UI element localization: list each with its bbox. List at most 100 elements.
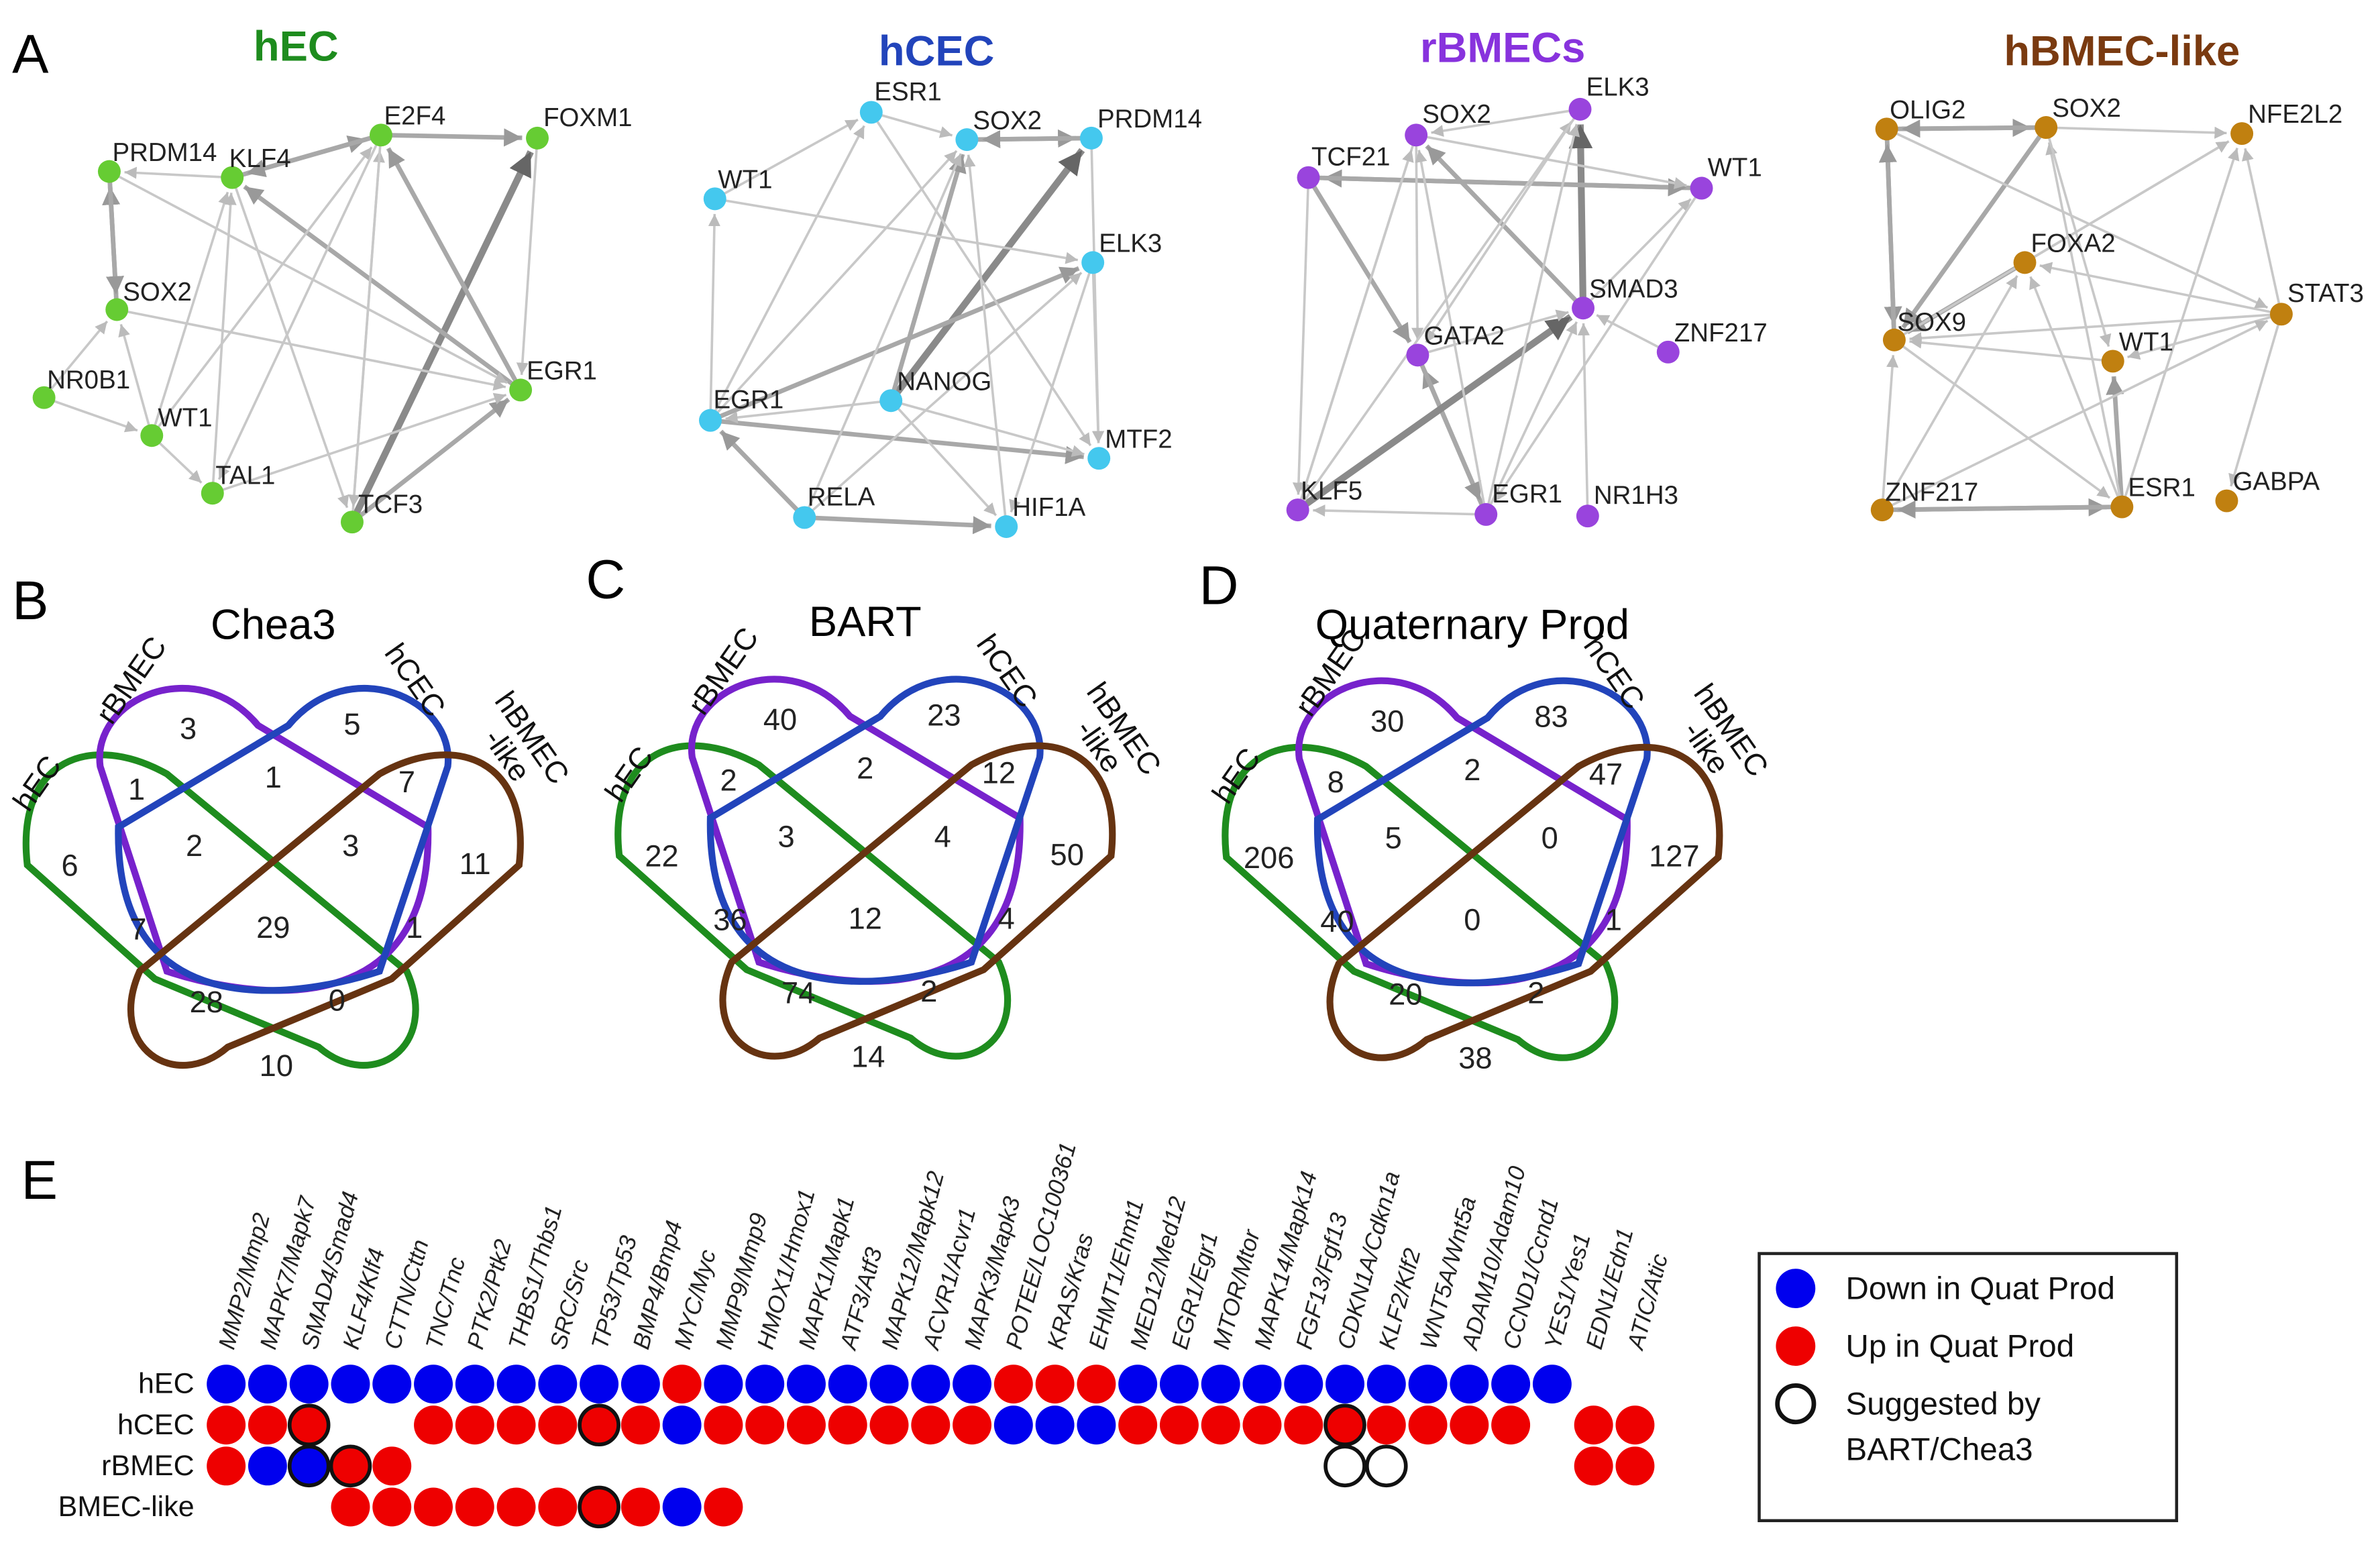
gene-label: ATIC/Atic [1622,1250,1673,1353]
network-node [140,424,164,447]
network-edge [725,199,1079,264]
row-label: hEC [138,1368,195,1400]
dot-up [1159,1405,1199,1445]
network-edge [719,266,1080,419]
venn-count: 29 [256,910,290,945]
venn-count: 83 [1534,700,1568,734]
network-edge [246,136,372,178]
venn-count: 206 [1244,841,1294,875]
legend-label-line: Up in Quat Prod [1846,1328,2075,1364]
network-node [955,128,979,152]
venn-count: 50 [1050,837,1084,871]
network-node [221,166,244,189]
dot-up [1615,1446,1655,1486]
network-edge [708,213,720,410]
dot-up [1450,1405,1489,1445]
network-node-label: SOX2 [2052,94,2121,123]
dot-up [1491,1405,1531,1445]
network-node [1572,297,1595,320]
dot-down [620,1365,660,1404]
network-node-label: ELK3 [1586,73,1649,102]
network-node-label: TCF21 [1311,143,1391,172]
network-edge [516,148,538,375]
network-node-label: FOXA2 [2031,229,2116,258]
network-edge [222,392,507,491]
network-edge [894,148,1085,394]
dot-down [331,1365,370,1404]
venn-count: 1 [1605,903,1622,937]
network-edge [1292,188,1309,495]
network-edges [1878,118,2281,519]
dot-down [911,1365,951,1404]
dot-up [620,1405,660,1445]
venn-set-label-line: hCEC [1577,629,1652,715]
venn-count: 1 [265,760,282,794]
row-label: rBMEC [101,1450,194,1482]
venn-count: 4 [998,901,1015,935]
dot-up [662,1365,702,1404]
venn-count: 20 [1389,977,1422,1012]
venn-count: 2 [920,974,937,1008]
network-node-label: WT1 [718,166,772,195]
network-edge [1299,149,1414,500]
dot-down [1284,1365,1323,1404]
network-edge [1909,313,2271,345]
venn-count: 5 [1385,821,1402,855]
network-edge [1902,140,2230,336]
network-node-label: ESR1 [874,77,941,106]
network-edge [243,184,514,386]
dot-up [287,1403,331,1447]
dot-down [662,1405,702,1445]
venn-count: 30 [1370,704,1404,738]
venn-count: 2 [186,828,203,863]
dot-up [455,1405,494,1445]
dot-up [704,1487,743,1527]
dot-up [331,1487,370,1527]
dot-up [1201,1405,1240,1445]
venn-set-label-line: hEC [1205,741,1267,809]
dot-down [869,1365,909,1404]
dot-up [1615,1405,1655,1445]
network-node-label: HIF1A [1012,493,1085,522]
dot-suggested [1323,1444,1366,1488]
dot-up [496,1405,536,1445]
venn-set-label-line: hEC [598,740,660,808]
network-node [509,378,533,402]
venn-title: BART [809,598,922,645]
network-node-label: KLF5 [1301,476,1362,505]
network-edge [1431,109,1570,137]
panel-letter-e: E [21,1150,58,1211]
network-edge [1090,148,1105,443]
panel-letter-c: C [586,549,625,610]
network-edge [1303,121,1572,502]
network-edge [1896,132,2269,309]
venn-count: 3 [778,819,795,853]
network-title: hCEC [879,28,994,74]
dot-up [1035,1365,1075,1404]
legend-label-line: BART/Chea3 [1846,1432,2033,1467]
dot-up [953,1405,992,1445]
network-edges [1292,109,1697,517]
network-edge [211,193,237,483]
dot-down [496,1365,536,1404]
dot-down [1491,1365,1531,1404]
network-node [859,101,883,124]
network-node-label: ZNF217 [1885,478,1978,507]
network-edge [1411,146,1424,340]
dot-up [1574,1405,1613,1445]
dot-down [1366,1365,1406,1404]
network-node [526,126,549,150]
network-node [2035,116,2058,139]
venn-count: 2 [1527,975,1544,1010]
network-edge [811,271,1083,512]
network-edge [963,154,1007,517]
venn-count: 40 [763,702,797,737]
venn-count: 1 [406,910,423,945]
network-edge [1902,345,2111,499]
venn-count: 7 [129,912,146,946]
dot-up [329,1444,372,1488]
network-node-label: ESR1 [2128,474,2195,502]
dot-down [1242,1365,1282,1404]
network-edge [127,310,506,391]
